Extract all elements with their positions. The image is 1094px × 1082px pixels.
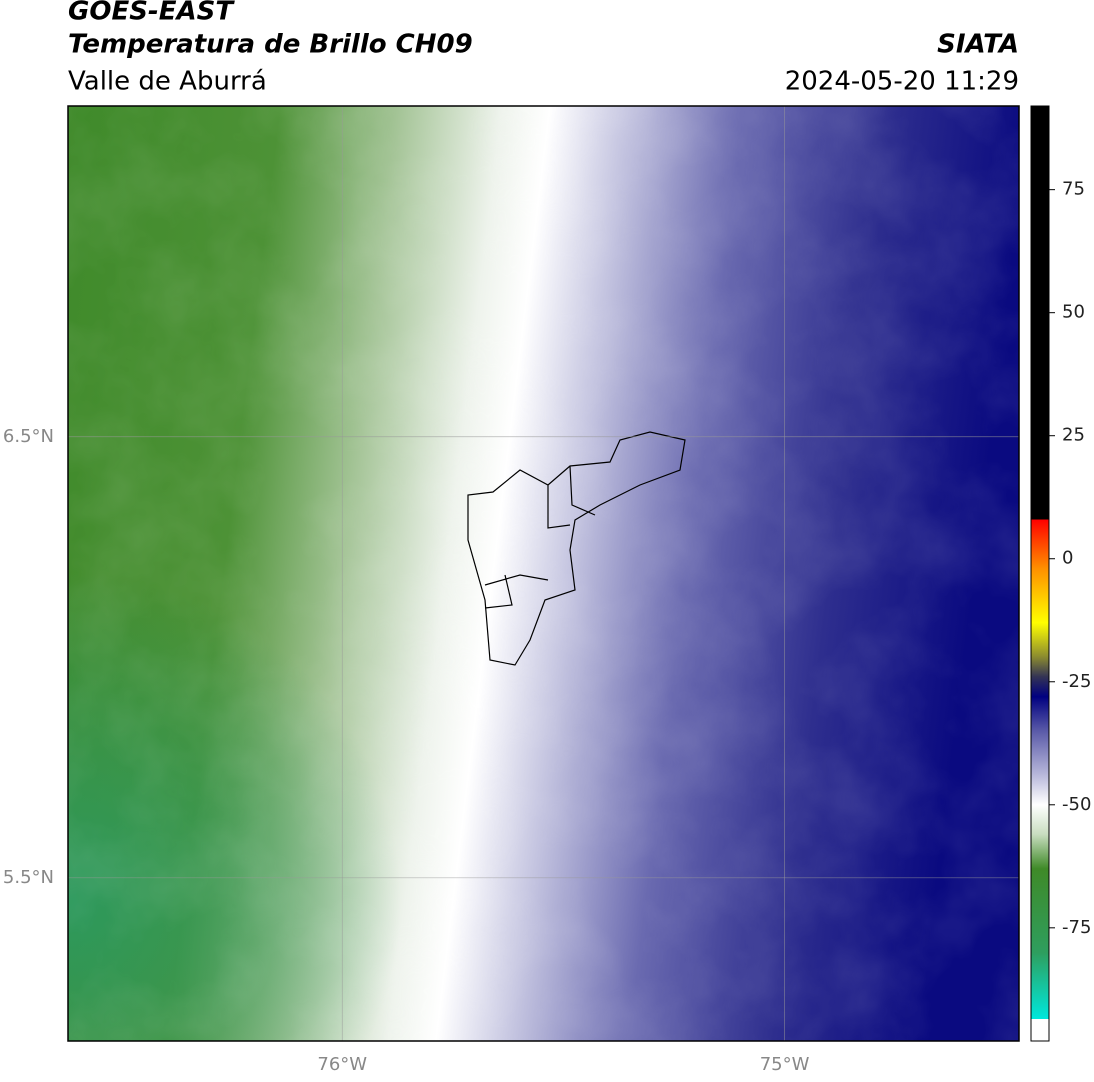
- lat-label: 5.5°N: [3, 867, 54, 888]
- map-frame: [67, 105, 1020, 1042]
- colorbar-tick-label: -75: [1062, 917, 1091, 938]
- colorbar-tick-label: 50: [1062, 302, 1085, 323]
- colorbar-tick-label: 0: [1062, 548, 1073, 569]
- colorbar-tick-label: 25: [1062, 425, 1085, 446]
- region: Valle de Aburrá: [68, 67, 267, 97]
- source: SIATA: [937, 30, 1019, 60]
- colorbar: [1030, 105, 1050, 1042]
- lon-label: 76°W: [317, 1054, 367, 1075]
- subtitle: Temperatura de Brillo CH09: [68, 30, 473, 60]
- map-image: [68, 106, 1019, 1041]
- title: GOES-EAST: [68, 0, 235, 27]
- colorbar-tick-label: -25: [1062, 671, 1091, 692]
- colorbar-tick-label: -50: [1062, 794, 1091, 815]
- timestamp: 2024-05-20 11:29: [785, 67, 1019, 97]
- lat-label: 6.5°N: [3, 426, 54, 447]
- lon-label: 75°W: [760, 1054, 810, 1075]
- colorbar-tick-label: 75: [1062, 179, 1085, 200]
- municipal-boundaries: [467, 431, 686, 666]
